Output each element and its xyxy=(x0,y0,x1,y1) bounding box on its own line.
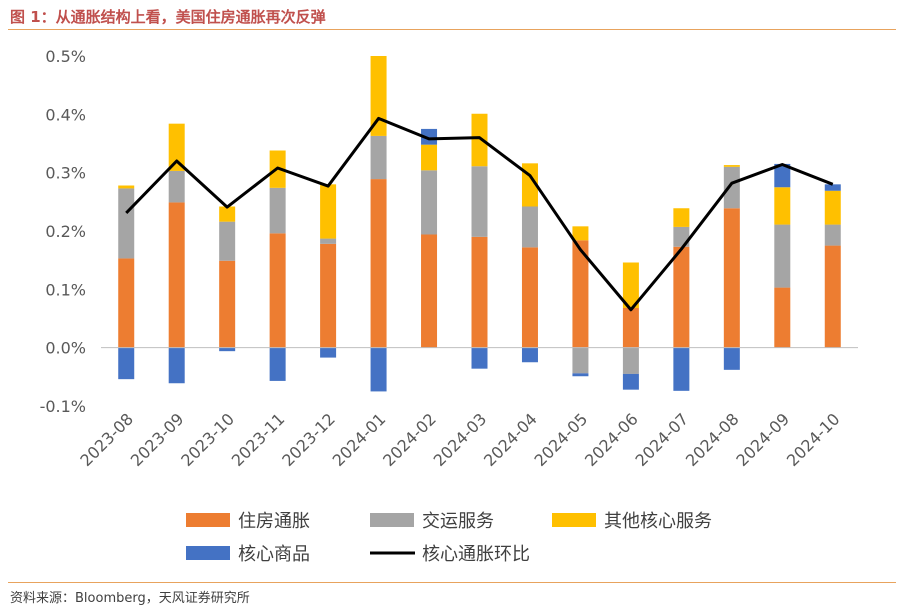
bar-2-2024-05 xyxy=(572,347,589,374)
y-tick-label: 0.0% xyxy=(45,339,86,358)
legend-label: 其他核心服务 xyxy=(604,511,712,532)
bar-4-2023-08 xyxy=(118,347,135,380)
bar-1-2024-07 xyxy=(673,246,690,348)
bar-4-2023-09 xyxy=(168,347,185,384)
bar-2-2023-09 xyxy=(168,170,185,203)
bar-3-2023-08 xyxy=(118,185,135,189)
bar-4-2024-04 xyxy=(521,347,538,363)
bar-3-2023-12 xyxy=(320,184,337,239)
bar-3-2024-10 xyxy=(824,190,841,225)
y-tick-label: 0.3% xyxy=(45,164,86,183)
line-series xyxy=(125,116,834,312)
title-divider xyxy=(8,29,896,30)
legend-label: 核心商品 xyxy=(238,544,310,565)
bar-2-2024-04 xyxy=(521,206,538,248)
x-tick-label: 2024-10 xyxy=(783,409,844,470)
x-tick-label: 2024-06 xyxy=(581,409,642,470)
bar-1-2023-11 xyxy=(269,233,286,348)
bar-1-2024-04 xyxy=(521,247,538,348)
x-tick-label: 2024-01 xyxy=(329,409,390,470)
legend-label: 住房通胀 xyxy=(238,511,310,532)
figure-title: 图 1：从通胀结构上看，美国住房通胀再次反弹 xyxy=(10,8,326,26)
bar-3-2024-03 xyxy=(471,113,488,167)
y-axis: 0.5% 0.4% 0.3% 0.2% 0.1% 0.0% -0.1% xyxy=(40,47,86,416)
bar-3-2024-05 xyxy=(572,226,589,241)
bar-1-2024-03 xyxy=(471,236,488,348)
bar-2-2024-01 xyxy=(370,135,387,180)
bar-3-2024-06 xyxy=(622,262,639,308)
x-tick-label: 2024-05 xyxy=(531,409,592,470)
bar-1-2024-08 xyxy=(723,208,740,348)
bar-4-2024-05 xyxy=(572,373,589,377)
x-tick-label: 2024-09 xyxy=(732,409,793,470)
y-tick-label: 0.1% xyxy=(45,280,86,299)
bar-1-2024-02 xyxy=(421,234,438,348)
bar-1-2023-12 xyxy=(320,243,337,348)
bar-3-2024-07 xyxy=(673,208,690,227)
bar-2-2024-10 xyxy=(824,224,841,246)
bar-4-2024-10 xyxy=(824,184,841,191)
legend-label: 交运服务 xyxy=(422,511,494,532)
x-tick-label: 2024-03 xyxy=(430,409,491,470)
legend-label: 核心通胀环比 xyxy=(422,544,530,565)
bar-4-2024-07 xyxy=(673,347,690,391)
bar-4-2023-10 xyxy=(219,347,236,352)
bar-1-2023-10 xyxy=(219,260,236,348)
bar-2-2023-12 xyxy=(320,238,337,244)
bar-series xyxy=(118,56,841,392)
x-tick-label: 2024-04 xyxy=(480,409,541,470)
bar-2-2024-06 xyxy=(622,347,639,374)
bar-2-2024-03 xyxy=(471,166,488,237)
legend-swatch xyxy=(186,546,230,560)
bar-4-2023-11 xyxy=(269,347,286,381)
bar-2-2024-08 xyxy=(723,166,740,209)
y-tick-label: -0.1% xyxy=(40,397,86,416)
bar-1-2024-05 xyxy=(572,240,589,348)
x-axis: 2023-082023-092023-102023-112023-122024-… xyxy=(76,409,843,470)
x-tick-label: 2023-10 xyxy=(177,409,238,470)
legend-swatch xyxy=(370,513,414,527)
footer-divider xyxy=(8,582,896,583)
source-note: 资料来源：Bloomberg，天风证券研究所 xyxy=(10,591,250,606)
bar-3-2024-08 xyxy=(723,165,740,167)
x-tick-label: 2024-02 xyxy=(379,409,440,470)
x-tick-label: 2024-08 xyxy=(682,409,743,470)
bar-3-2024-09 xyxy=(774,187,791,225)
x-tick-label: 2023-11 xyxy=(228,409,289,470)
bar-1-2024-10 xyxy=(824,245,841,348)
bar-4-2024-06 xyxy=(622,373,639,390)
x-tick-label: 2024-07 xyxy=(631,409,692,470)
x-tick-label: 2023-12 xyxy=(278,409,339,470)
bar-4-2024-02 xyxy=(421,128,438,145)
bar-1-2024-06 xyxy=(622,308,639,348)
bar-4-2024-08 xyxy=(723,347,740,370)
bar-2-2023-08 xyxy=(118,188,135,259)
y-tick-label: 0.2% xyxy=(45,222,86,241)
bar-3-2023-10 xyxy=(219,206,236,222)
bar-2-2023-11 xyxy=(269,187,286,234)
bar-4-2024-03 xyxy=(471,347,488,369)
bar-2-2023-10 xyxy=(219,221,236,261)
bar-1-2024-09 xyxy=(774,287,791,348)
y-tick-label: 0.4% xyxy=(45,105,86,124)
bar-1-2023-08 xyxy=(118,258,135,348)
bar-1-2023-09 xyxy=(168,202,185,348)
legend-swatch xyxy=(552,513,596,527)
bar-3-2024-01 xyxy=(370,56,387,136)
bar-4-2023-12 xyxy=(320,347,337,358)
bar-4-2024-09 xyxy=(774,163,791,188)
bar-3-2024-02 xyxy=(421,144,438,171)
bar-2-2024-02 xyxy=(421,170,438,235)
x-tick-label: 2023-08 xyxy=(76,409,137,470)
bar-3-2023-09 xyxy=(168,123,185,171)
bar-1-2024-01 xyxy=(370,179,387,348)
x-tick-label: 2023-09 xyxy=(127,409,188,470)
legend-swatch xyxy=(186,513,230,527)
bar-2-2024-09 xyxy=(774,224,791,288)
y-tick-label: 0.5% xyxy=(45,47,86,66)
bar-4-2024-01 xyxy=(370,347,387,392)
